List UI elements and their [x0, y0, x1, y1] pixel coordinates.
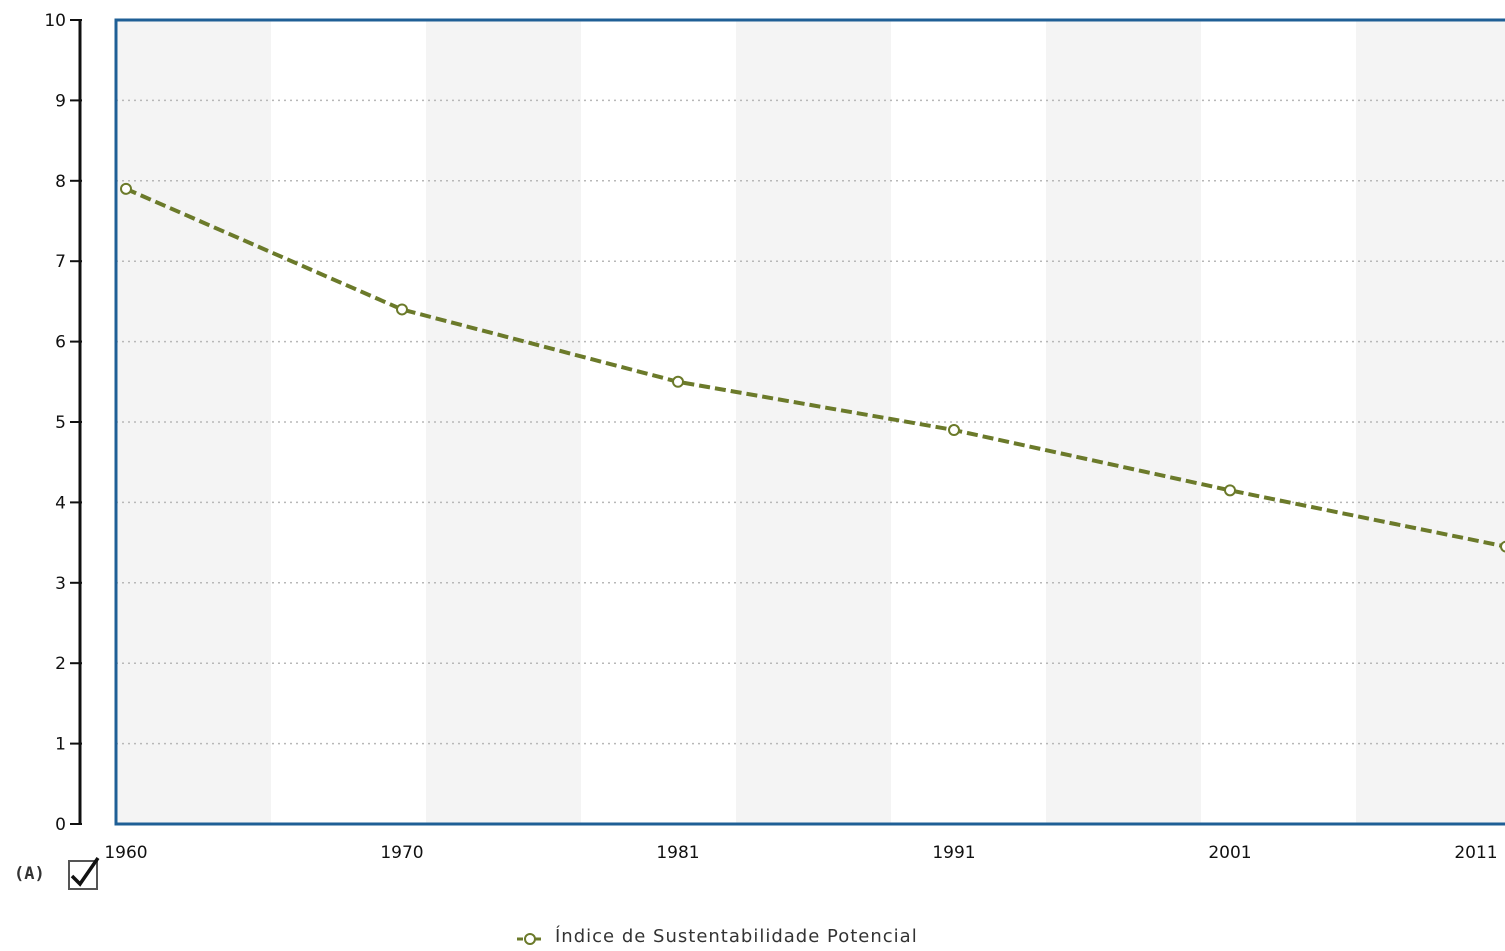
- x-tick-label: 1991: [932, 843, 975, 863]
- y-tick-label: 8: [55, 172, 66, 192]
- x-tick-label: 1970: [380, 843, 423, 863]
- panel-label: (A): [14, 864, 45, 884]
- data-point: [1500, 540, 1505, 553]
- plot-frame-border: [114, 18, 1505, 826]
- y-tick-label: 4: [55, 493, 66, 513]
- legend-marker-icon: [517, 932, 543, 945]
- series-line: [125, 187, 1505, 549]
- x-tick-label: 2001: [1208, 843, 1251, 863]
- background-band: [116, 20, 271, 824]
- x-tick-label: 2011: [1454, 843, 1497, 863]
- x-axis: 1960 1970 1981 1991 2001 2011: [104, 843, 1497, 863]
- data-point: [948, 424, 960, 437]
- legend[interactable]: Índice de Sustentabilidade Potencial: [515, 926, 918, 947]
- plot-frame: [114, 18, 1505, 826]
- y-axis: 0 1 2 3 4 5 6 7 8 9 10: [44, 11, 82, 835]
- y-tick-label: 7: [55, 252, 66, 272]
- x-tick-label: 1960: [104, 843, 147, 863]
- background-bands: [116, 20, 1505, 824]
- y-tick-label: 9: [55, 91, 66, 111]
- y-tick-label: 6: [55, 333, 66, 353]
- data-point: [1224, 484, 1236, 497]
- series-layer: [120, 182, 1505, 553]
- checkmark-icon: [70, 857, 100, 887]
- y-tick-label: 3: [55, 574, 66, 594]
- y-tick-label: 5: [55, 413, 66, 433]
- data-point: [396, 303, 408, 316]
- y-tick-label: 10: [44, 11, 66, 31]
- background-band: [426, 20, 581, 824]
- data-point: [672, 375, 684, 388]
- background-band: [1046, 20, 1201, 824]
- y-tick-label: 0: [55, 815, 66, 835]
- checkbox[interactable]: [68, 857, 100, 890]
- x-tick-label: 1981: [656, 843, 699, 863]
- y-tick-label: 2: [55, 654, 66, 674]
- legend-label: Índice de Sustentabilidade Potencial: [555, 926, 918, 947]
- y-tick-label: 1: [55, 735, 66, 755]
- data-point: [120, 182, 132, 195]
